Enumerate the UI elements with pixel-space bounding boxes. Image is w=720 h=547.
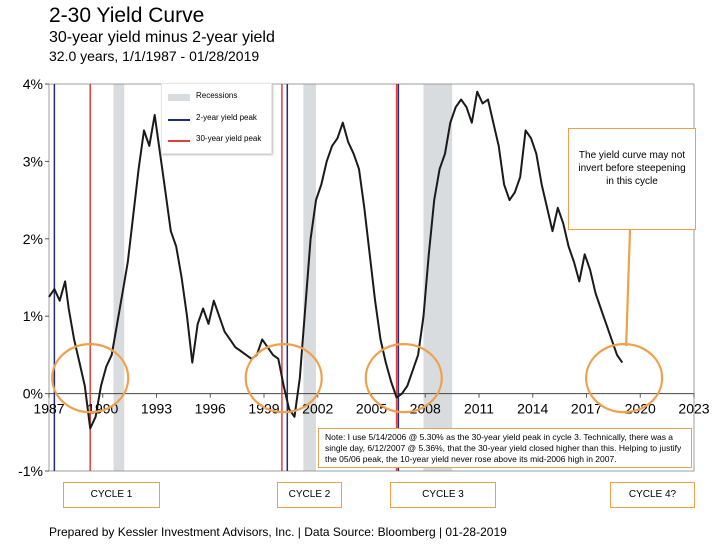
x-tick-label: 2017 [571, 401, 602, 417]
x-tick-label: 1993 [141, 401, 172, 417]
legend-label-thirty-year: 30-year yield peak [196, 134, 262, 143]
x-tick-label: 2002 [302, 401, 333, 417]
series-line-1 [48, 90, 624, 430]
cycle-circle-2 [244, 343, 323, 414]
y-tick-label: -1% [18, 463, 43, 479]
y-tick-label: 4% [23, 76, 43, 92]
x-tick-label: 2008 [410, 401, 441, 417]
recession-band-3 [423, 84, 453, 471]
x-tick-label: 1999 [248, 401, 279, 417]
x-tick-label: 2023 [678, 401, 709, 417]
note-box: Note: I use 5/14/2006 @ 5.30% as the 30-… [318, 428, 692, 468]
cycle-label-4: CYCLE 4? [610, 482, 695, 508]
legend-swatch-thirty-year [168, 140, 190, 142]
legend-swatch-recessions [168, 94, 190, 101]
x-tick-label: 2005 [356, 401, 387, 417]
chart-title: 2-30 Yield Curve [49, 4, 205, 27]
callout-pointer [625, 229, 632, 347]
recession-band-1 [113, 84, 125, 471]
cycle-label-3: CYCLE 3 [390, 482, 496, 508]
cycle-circle-3 [364, 343, 443, 414]
recession-band-2 [303, 84, 316, 471]
cycle-circle-4 [585, 343, 664, 414]
x-tick-label: 2011 [464, 401, 494, 417]
legend: Recessions 2-year yield peak 30-year yie… [161, 83, 272, 154]
callout-box: The yield curve may not invert before st… [568, 128, 696, 230]
x-tick-label: 2014 [517, 401, 548, 417]
y-tick-label: 0% [23, 386, 43, 402]
cycle-circle-1 [51, 343, 130, 414]
chart-subtitle: 30-year yield minus 2-year yield [49, 29, 275, 46]
y-tick-label: 1% [23, 308, 43, 324]
cycle-label-2: CYCLE 2 [277, 482, 342, 508]
legend-label-two-year: 2-year yield peak [196, 113, 257, 122]
legend-swatch-two-year [168, 119, 190, 121]
chart-date-range: 32.0 years, 1/1/1987 - 01/28/2019 [49, 48, 260, 64]
y-tick-label: 2% [23, 231, 43, 247]
plot-frame [48, 83, 695, 472]
cycle-label-1: CYCLE 1 [63, 482, 160, 508]
y-tick-label: 3% [23, 153, 43, 169]
footer-source: Prepared by Kessler Investment Advisors,… [49, 525, 507, 539]
x-tick-label: 1996 [195, 401, 226, 417]
x-tick-label: 1987 [33, 401, 64, 417]
legend-label-recessions: Recessions [196, 91, 238, 100]
x-tick-label: 1990 [87, 401, 118, 417]
